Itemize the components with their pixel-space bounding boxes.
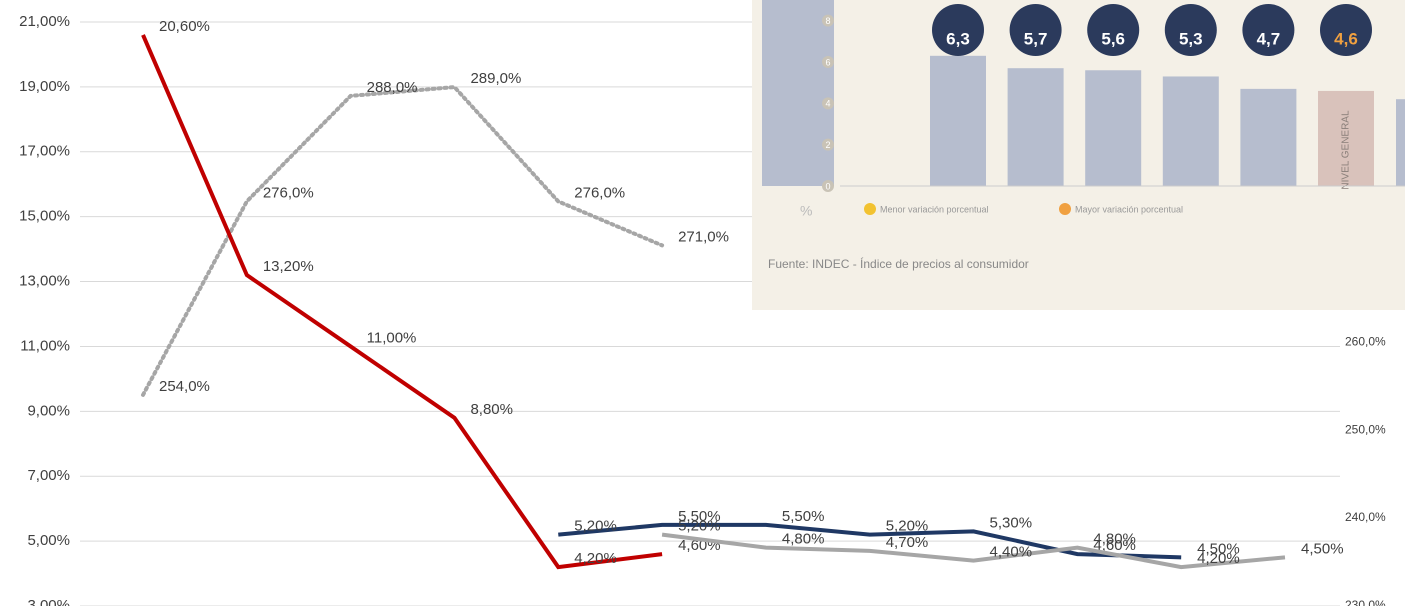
icon <box>1164 4 1217 56</box>
y2-tick-label: 240,0% <box>1345 510 1386 524</box>
bar <box>1007 68 1064 186</box>
data-label: 271,0% <box>678 228 729 245</box>
data-label: 4,50% <box>1197 540 1240 557</box>
data-label: 276,0% <box>263 184 314 201</box>
y-tick-label: 5,00% <box>27 532 70 549</box>
series-line <box>141 85 665 397</box>
data-label: 4,40% <box>990 544 1033 561</box>
bar <box>1318 90 1374 186</box>
y-tick-dot <box>822 138 834 151</box>
legend-label: Mayor variación porcentual <box>1075 204 1183 214</box>
data-label: 4,7 <box>1257 29 1281 48</box>
data-label: 5,20% <box>574 518 617 535</box>
legend-dot <box>864 203 876 215</box>
y-tick-label: 8 <box>825 16 830 26</box>
y-axis-label: % <box>800 203 812 219</box>
data-label: 288,0% <box>367 79 418 96</box>
data-label: 5,7 <box>1024 29 1048 48</box>
data-label: 13,20% <box>263 258 314 275</box>
y-tick-label: 19,00% <box>19 78 70 95</box>
y-tick-label: 17,00% <box>19 143 70 160</box>
y-tick-dot <box>822 14 834 27</box>
data-label: 5,6 <box>1101 29 1125 48</box>
y-tick-label: 15,00% <box>19 208 70 225</box>
bar-cut <box>1396 99 1405 186</box>
bar-cut <box>762 0 834 186</box>
y-tick-label: 4 <box>825 99 830 109</box>
data-label: 20,60% <box>159 18 210 35</box>
series-line <box>141 34 663 570</box>
data-label: 4,6 <box>1334 29 1358 48</box>
data-label: 4,80% <box>1093 531 1136 548</box>
y-tick-dot <box>822 97 834 110</box>
data-label: 11,00% <box>367 329 417 346</box>
data-label: 4,20% <box>574 550 617 567</box>
data-label: 8,80% <box>470 401 513 418</box>
series-line <box>661 532 1286 570</box>
bar <box>1085 70 1142 186</box>
bar <box>1162 76 1219 186</box>
legend-label: Menor variación porcentual <box>880 204 989 214</box>
data-label: 4,70% <box>886 534 929 551</box>
y-tick-label: 11,00% <box>20 337 70 354</box>
inset: 0 2 4 6 8% 6,3 5,7 5,6 5,3 4,7 4,6 NIVEL GENERAL Men… <box>752 0 1405 310</box>
data-label: 5,3 <box>1179 29 1203 48</box>
series-line <box>558 522 1182 560</box>
y-tick-label: 9,00% <box>27 402 70 419</box>
bar <box>930 55 986 186</box>
bar <box>1240 88 1297 186</box>
y2-tick-label: 250,0% <box>1345 422 1386 436</box>
icon <box>932 4 984 56</box>
data-label: 5,50% <box>678 508 721 525</box>
data-label: 4,60% <box>1093 537 1136 554</box>
icon <box>1320 4 1372 56</box>
data-label: 289,0% <box>470 70 521 87</box>
y-tick-label: 2 <box>825 140 830 150</box>
legend-dot <box>1059 203 1071 215</box>
data-label: 4,50% <box>1301 540 1344 557</box>
icon <box>1242 4 1295 56</box>
y-tick-label: 0 <box>825 181 830 191</box>
data-label: 5,50% <box>782 508 825 525</box>
source: Fuente: INDEC - Índice de precios al con… <box>768 256 1029 271</box>
icon <box>1087 4 1140 56</box>
y-tick-label: 21,00% <box>19 13 70 30</box>
y-tick-label: 3,00% <box>27 597 70 606</box>
y2-tick-label: 260,0% <box>1345 334 1386 348</box>
y-tick-dot <box>822 56 834 68</box>
y-tick-dot <box>822 180 834 192</box>
y-tick-label: 6 <box>825 57 830 67</box>
data-label: 5,30% <box>990 514 1033 531</box>
icon <box>1009 4 1062 56</box>
data-label: 254,0% <box>159 378 210 395</box>
data-label: 6,3 <box>946 29 970 48</box>
data-label: 4,80% <box>782 531 825 548</box>
data-label: 5,20% <box>678 518 721 535</box>
data-label: 4,20% <box>1197 550 1240 567</box>
y-tick-label: 13,00% <box>19 273 70 290</box>
data-label: 5,20% <box>886 518 929 535</box>
category-label: NIVEL GENERAL <box>1341 110 1352 190</box>
data-label: 276,0% <box>574 184 625 201</box>
y-tick-label: 7,00% <box>27 467 70 484</box>
y2-tick-label: 230,0% <box>1345 598 1386 606</box>
